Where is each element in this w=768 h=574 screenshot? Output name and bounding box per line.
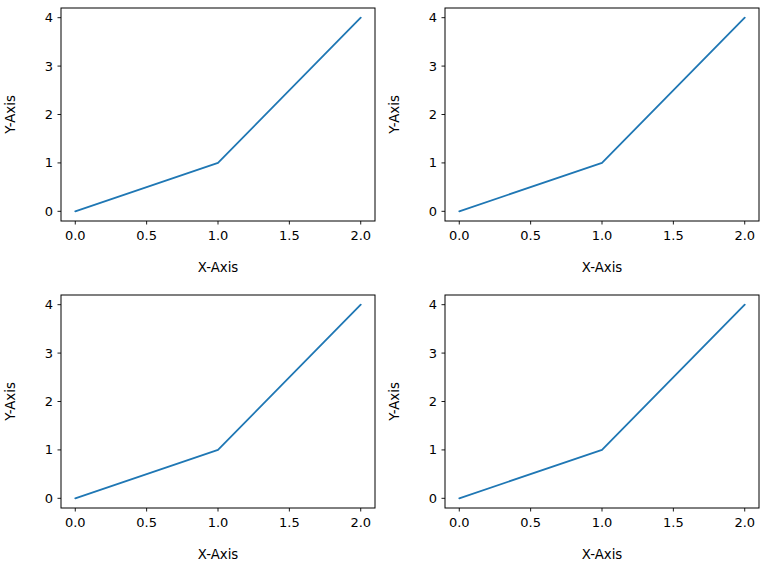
axes-spines (445, 8, 759, 221)
x-axis-label: X-Axis (198, 260, 239, 275)
line-series (459, 305, 744, 499)
x-axis-label: X-Axis (582, 260, 623, 275)
y-tick-label: 1 (45, 155, 53, 170)
subplot-bottom-left: 0.0 0.5 1.0 1.5 2.0 0 1 2 3 4 X-Axis Y-Axis (0, 287, 384, 574)
x-tick-label: 1.0 (592, 228, 613, 243)
y-tick-label: 4 (429, 10, 437, 25)
subplot-bottom-left-plot: 0.0 0.5 1.0 1.5 2.0 0 1 2 3 4 X-Axis Y-Axis (0, 287, 384, 574)
y-tick-label: 4 (45, 297, 53, 312)
axes-spines (61, 295, 375, 508)
x-tick-label: 0.5 (520, 515, 541, 530)
axes-spines (61, 8, 375, 221)
y-tick-label: 3 (45, 346, 53, 361)
subplot-bottom-right: 0.0 0.5 1.0 1.5 2.0 0 1 2 3 4 X-Axis Y-Axis (384, 287, 768, 574)
subplot-bottom-right-plot: 0.0 0.5 1.0 1.5 2.0 0 1 2 3 4 X-Axis Y-Axis (384, 287, 768, 574)
x-tick-label: 0.0 (65, 515, 86, 530)
y-tick-label: 4 (45, 10, 53, 25)
x-tick-label: 1.0 (208, 515, 229, 530)
y-tick-label: 3 (45, 59, 53, 74)
x-tick-label: 1.0 (592, 515, 613, 530)
y-axis-label: Y-Axis (387, 95, 402, 135)
y-tick-label: 0 (45, 491, 53, 506)
y-tick-label: 0 (45, 204, 53, 219)
x-tick-label: 2.0 (734, 515, 755, 530)
y-tick-label: 3 (429, 59, 437, 74)
subplot-top-left-plot: 0.0 0.5 1.0 1.5 2.0 0 1 2 3 4 X-Axis Y-Axis (0, 0, 384, 287)
x-tick-label: 1.5 (663, 228, 684, 243)
x-axis-label: X-Axis (198, 547, 239, 562)
subplot-top-right-plot: 0.0 0.5 1.0 1.5 2.0 0 1 2 3 4 X-Axis Y-Axis (384, 0, 768, 287)
x-tick-label: 2.0 (350, 515, 371, 530)
x-tick-label: 0.5 (136, 515, 157, 530)
x-tick-label: 0.5 (136, 228, 157, 243)
y-axis-label: Y-Axis (3, 95, 18, 135)
x-tick-label: 1.5 (663, 515, 684, 530)
y-tick-label: 1 (429, 442, 437, 457)
axes-spines (445, 295, 759, 508)
y-tick-label: 0 (429, 491, 437, 506)
line-series (459, 18, 744, 212)
y-tick-label: 2 (45, 107, 53, 122)
line-series (75, 305, 360, 499)
y-tick-label: 2 (429, 107, 437, 122)
y-tick-label: 2 (45, 394, 53, 409)
subplot-top-right: 0.0 0.5 1.0 1.5 2.0 0 1 2 3 4 X-Axis Y-Axis (384, 0, 768, 287)
y-axis-label: Y-Axis (3, 382, 18, 422)
y-tick-label: 3 (429, 346, 437, 361)
x-tick-label: 2.0 (734, 228, 755, 243)
x-tick-label: 0.0 (65, 228, 86, 243)
x-axis-label: X-Axis (582, 547, 623, 562)
y-tick-label: 1 (429, 155, 437, 170)
x-tick-label: 1.5 (279, 228, 300, 243)
y-tick-label: 1 (45, 442, 53, 457)
x-tick-label: 0.0 (449, 515, 470, 530)
y-axis-label: Y-Axis (387, 382, 402, 422)
x-tick-label: 1.0 (208, 228, 229, 243)
subplot-top-left: 0.0 0.5 1.0 1.5 2.0 0 1 2 3 4 X-Axis Y-Axis (0, 0, 384, 287)
x-tick-label: 2.0 (350, 228, 371, 243)
y-tick-label: 0 (429, 204, 437, 219)
y-tick-label: 4 (429, 297, 437, 312)
x-tick-label: 1.5 (279, 515, 300, 530)
x-tick-label: 0.5 (520, 228, 541, 243)
y-tick-label: 2 (429, 394, 437, 409)
x-tick-label: 0.0 (449, 228, 470, 243)
line-series (75, 18, 360, 212)
figure-canvas: 0.0 0.5 1.0 1.5 2.0 0 1 2 3 4 X-Axis Y-Axis 0.0 0.5 1… (0, 0, 768, 574)
